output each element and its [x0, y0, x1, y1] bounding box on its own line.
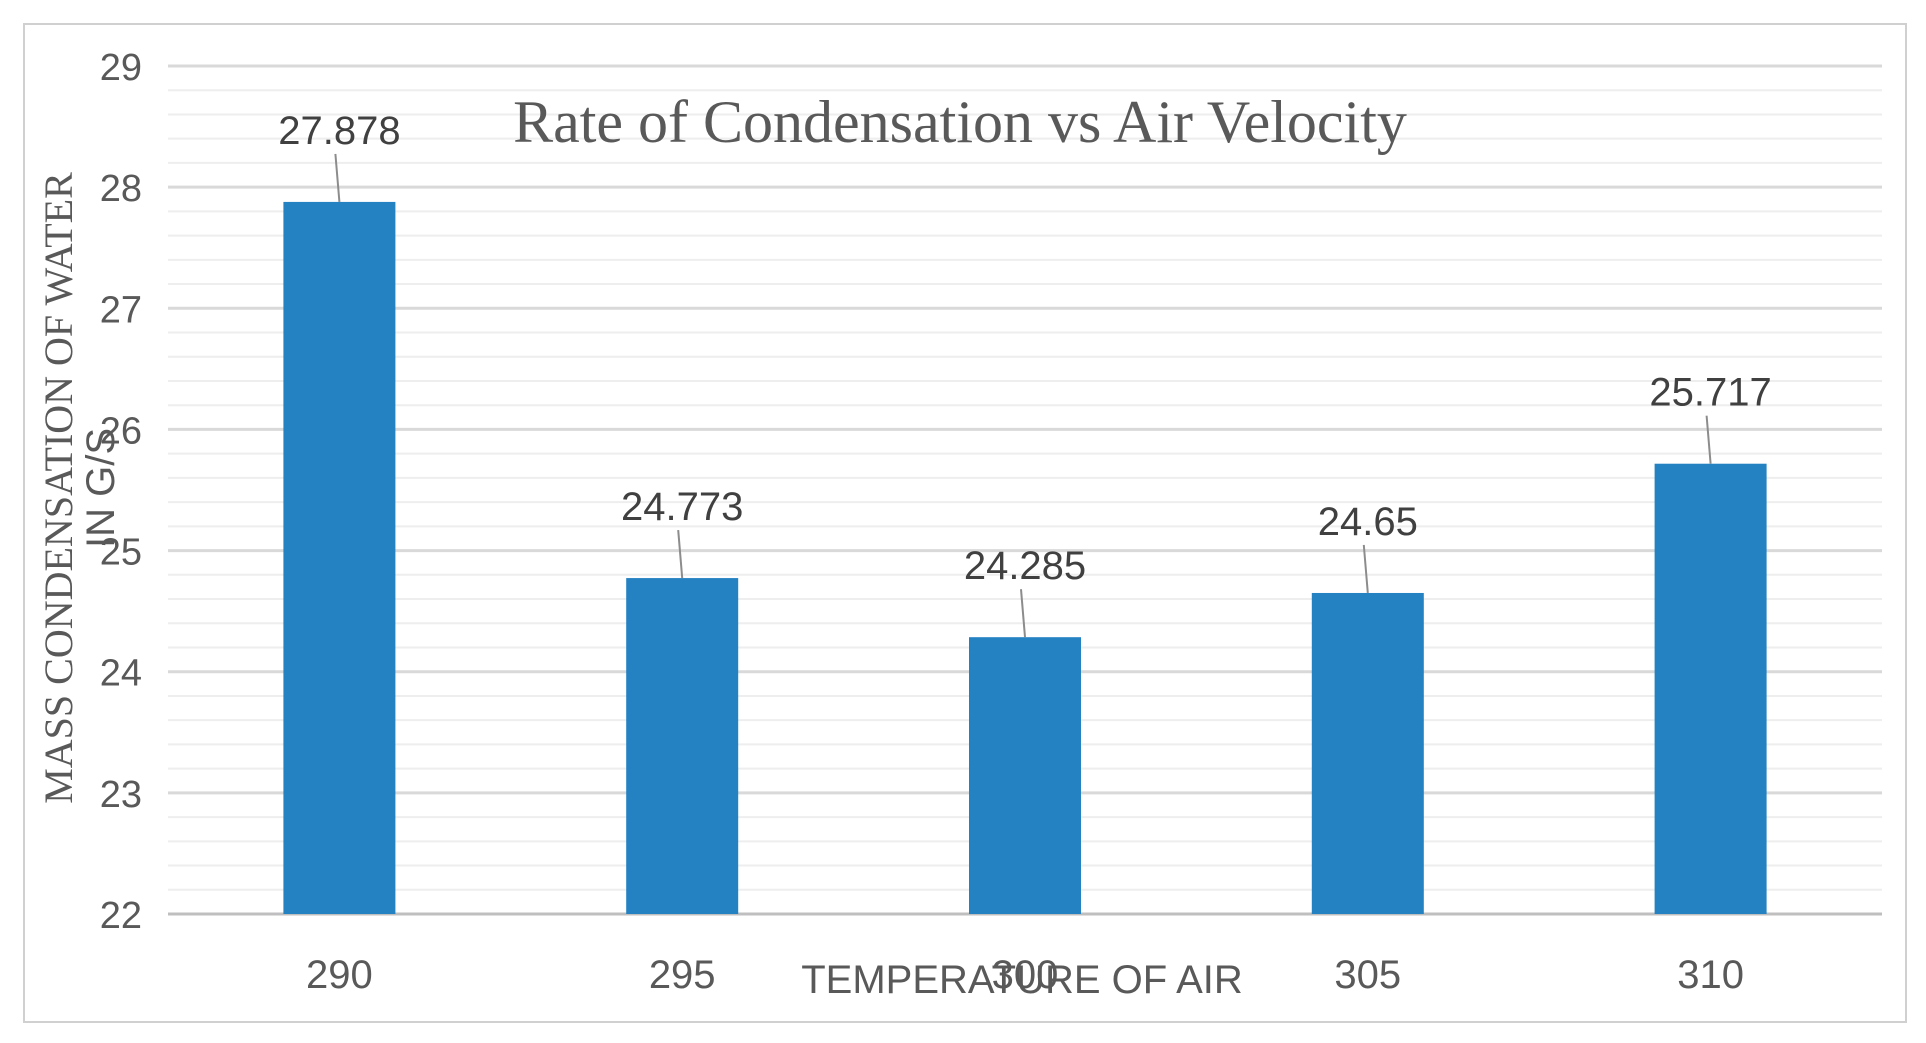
- y-tick-label: 25: [100, 532, 142, 574]
- data-labels: 27.878 24.773 24.285 24.65 25.717: [278, 109, 1772, 588]
- data-label-leaders: [334, 153, 1712, 638]
- bar-300: [969, 637, 1081, 914]
- data-label-290: 27.878: [278, 109, 400, 153]
- x-axis-title: TEMPERATURE OF AIR: [801, 958, 1243, 1002]
- data-label-300: 24.285: [964, 544, 1086, 588]
- y-axis-ticks: 22 23 24 25 26 27 28 29: [100, 47, 142, 937]
- chart-title: Rate of Condensation vs Air Velocity: [513, 89, 1407, 155]
- leader-line: [1705, 415, 1712, 464]
- y-axis-title-line2: IN G/S: [79, 428, 123, 548]
- data-label-310: 25.717: [1649, 371, 1771, 415]
- x-tick-label: 310: [1677, 953, 1744, 997]
- bar-290: [283, 201, 396, 914]
- y-tick-label: 27: [100, 289, 142, 331]
- x-tick-label: 305: [1334, 953, 1401, 997]
- leader-line: [677, 529, 684, 579]
- minor-gridlines: [168, 89, 1882, 891]
- y-axis-title-line1: MASS CONDENSATION OF WATER: [36, 172, 81, 804]
- leader-line: [1362, 544, 1369, 594]
- y-tick-label: 24: [100, 653, 142, 695]
- x-axis-ticks: 290 295 300 305 310: [306, 953, 1744, 997]
- data-label-295: 24.773: [621, 485, 743, 529]
- data-label-305: 24.65: [1318, 500, 1418, 544]
- bar-310: [1654, 463, 1767, 914]
- y-tick-label: 26: [100, 410, 142, 452]
- leader-line: [334, 153, 341, 203]
- y-tick-label: 23: [100, 774, 142, 816]
- y-tick-label: 29: [100, 47, 142, 89]
- x-tick-label: 290: [306, 953, 373, 997]
- bar-295: [626, 578, 739, 914]
- x-tick-label: 300: [992, 953, 1059, 997]
- leader-line: [1020, 589, 1026, 638]
- y-tick-label: 22: [100, 895, 142, 937]
- bar-series: [283, 201, 1767, 914]
- x-tick-label: 295: [649, 953, 716, 997]
- y-tick-label: 28: [100, 168, 142, 210]
- bar-305: [1311, 592, 1424, 914]
